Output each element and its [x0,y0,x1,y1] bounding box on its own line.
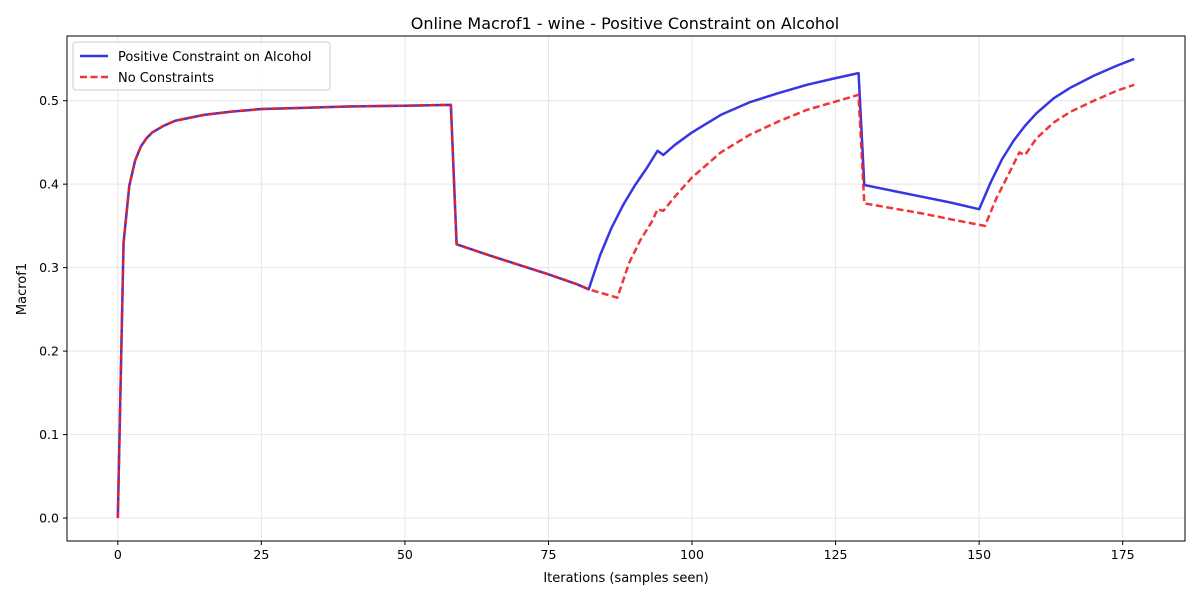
legend-label-no-constraints: No Constraints [118,71,214,86]
legend: Positive Constraint on Alcohol No Constr… [72,41,331,91]
series-line-no-constraints [116,83,1135,519]
x-tick-label: 75 [541,547,557,562]
y-tick-label: 0.3 [39,260,59,275]
chart-title: Online Macrof1 - wine - Positive Constra… [411,14,840,33]
x-tick-label: 0 [114,547,122,562]
y-tick-label: 0.0 [39,511,59,526]
x-axis-label: Iterations (samples seen) [543,571,708,586]
legend-label-constraint: Positive Constraint on Alcohol [118,50,312,65]
y-tick-label: 0.1 [39,427,59,442]
legend-box [72,41,331,91]
axis-ticks: 0 25 50 75 100 125 150 175 0.0 0.1 0.2 0.3 0.4 0.5 [39,93,1135,562]
x-tick-label: 175 [1111,547,1135,562]
plot-area-frame [66,35,1186,542]
y-axis-label: Macrof1 [15,263,30,315]
x-tick-label: 150 [967,547,991,562]
series-lines [116,57,1135,519]
y-tick-label: 0.4 [39,177,59,192]
y-tick-label: 0.2 [39,344,59,359]
grid-lines [67,36,1185,541]
x-tick-label: 100 [680,547,704,562]
y-tick-label: 0.5 [39,93,59,108]
x-tick-label: 125 [824,547,848,562]
x-tick-label: 50 [397,547,413,562]
x-tick-label: 25 [253,547,269,562]
